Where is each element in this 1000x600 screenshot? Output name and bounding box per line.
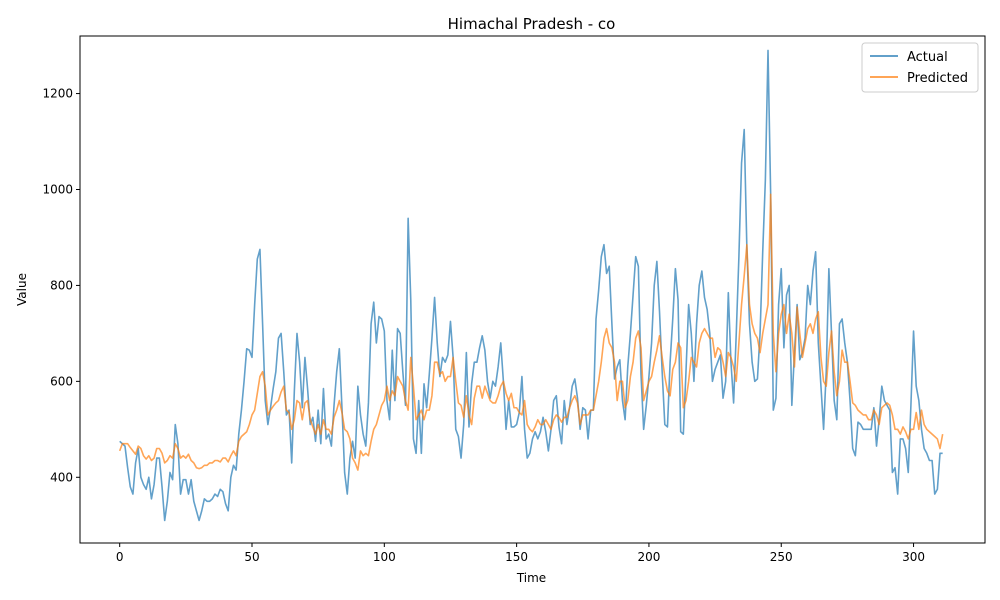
x-tick-label: 200 bbox=[637, 550, 660, 564]
series-line-predicted bbox=[118, 193, 944, 471]
x-tick-label: 0 bbox=[116, 550, 124, 564]
y-tick-label: 400 bbox=[50, 470, 73, 484]
x-axis: 0 50 100 150 200 250 300 bbox=[116, 543, 925, 564]
x-tick-label: 150 bbox=[505, 550, 528, 564]
x-tick-label: 50 bbox=[244, 550, 259, 564]
legend-actual-label: Actual bbox=[907, 50, 948, 65]
plot-frame bbox=[79, 35, 986, 544]
y-axis: 400 600 800 1000 1200 bbox=[42, 87, 80, 484]
y-tick-label: 1000 bbox=[42, 182, 73, 196]
x-tick-label: 250 bbox=[770, 550, 793, 564]
series-layer bbox=[118, 49, 944, 522]
y-axis-label: Value bbox=[15, 273, 29, 306]
series-line-actual bbox=[119, 49, 943, 522]
legend: Actual Predicted bbox=[861, 42, 979, 93]
legend-predicted-label: Predicted bbox=[907, 71, 968, 86]
x-tick-label: 300 bbox=[902, 550, 925, 564]
y-tick-label: 600 bbox=[50, 374, 73, 388]
chart-title: Himachal Pradesh - co bbox=[448, 15, 616, 33]
x-tick-label: 100 bbox=[373, 550, 396, 564]
x-axis-label: Time bbox=[516, 571, 546, 585]
y-tick-label: 1200 bbox=[42, 87, 73, 101]
y-tick-label: 800 bbox=[50, 278, 73, 292]
